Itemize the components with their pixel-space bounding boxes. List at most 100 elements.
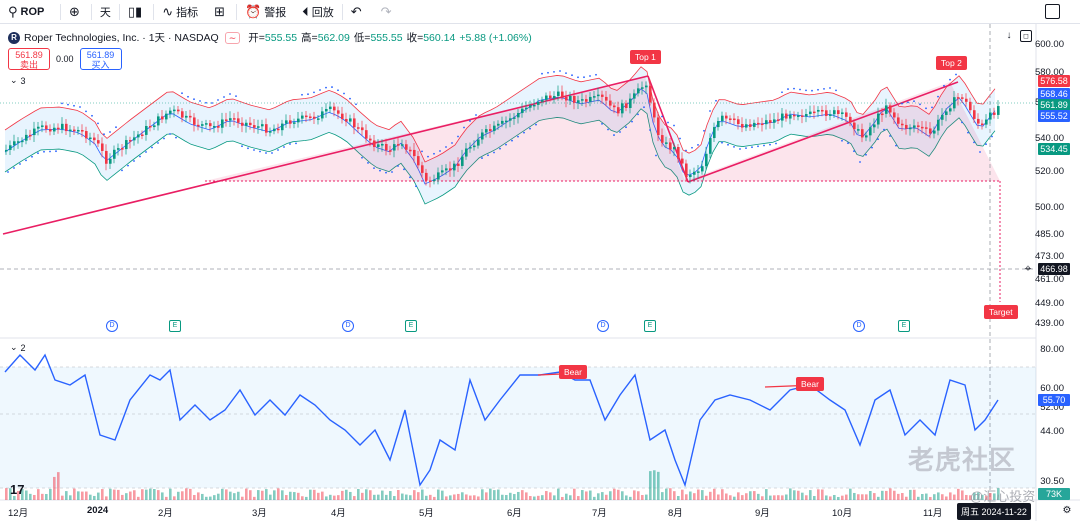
chart-type-button[interactable]: ▯▮ <box>120 0 153 24</box>
indicators-button[interactable]: ∿ 指标 <box>154 0 206 24</box>
sar-dot <box>163 137 165 140</box>
layouts-button[interactable]: ⊞ <box>206 0 236 24</box>
volume-bar <box>321 491 324 500</box>
sar-dot <box>301 93 303 96</box>
indicators-toggle[interactable]: ⌄ 3 <box>10 75 26 86</box>
dividend-event-icon[interactable]: D <box>597 320 609 332</box>
candle-body <box>817 109 820 112</box>
target-label[interactable]: Target <box>984 305 1018 319</box>
time-axis-label: 3月 <box>252 508 267 519</box>
volume-bar <box>809 490 812 500</box>
candle-body <box>237 118 240 123</box>
volume-bar <box>177 491 180 500</box>
earnings-event-icon[interactable]: E <box>644 320 656 332</box>
legend-toggle-button[interactable]: ∼ <box>224 31 241 44</box>
candle-body <box>265 124 268 133</box>
fullscreen-button[interactable] <box>1045 4 1060 19</box>
low-label: 低= <box>353 32 371 44</box>
undo-button[interactable]: ↶ <box>343 0 373 24</box>
volume-bar <box>777 495 780 500</box>
sar-dot <box>949 78 951 81</box>
dividend-event-icon[interactable]: D <box>106 320 118 332</box>
candle-body <box>893 112 896 118</box>
search-icon: ⚲ <box>8 3 18 19</box>
top2-label[interactable]: Top 2 <box>936 56 967 70</box>
candle-body <box>485 129 488 133</box>
volume-bar <box>429 494 432 500</box>
candle-body <box>813 111 816 114</box>
volume-bar <box>353 496 356 500</box>
settings-gear-icon[interactable]: ⚙ <box>1062 505 1072 516</box>
sar-dot <box>481 157 483 159</box>
volume-bar <box>445 496 448 500</box>
volume-bar <box>105 496 108 500</box>
sar-dot <box>703 129 705 132</box>
candle-body <box>21 140 24 143</box>
candle-body <box>157 116 160 126</box>
time-axis-label: 8月 <box>668 508 683 519</box>
compare-button[interactable]: ⊕ <box>61 0 91 24</box>
earnings-event-icon[interactable]: E <box>898 320 910 332</box>
symbol-logo: R <box>8 31 20 44</box>
symbol-search[interactable]: ⚲ ROP <box>0 0 60 24</box>
high-label: 高= <box>301 32 318 44</box>
volume-bar <box>909 489 912 500</box>
replay-button[interactable]: ⏴ 回放 <box>294 0 342 24</box>
candle-body <box>621 103 624 114</box>
redo-button[interactable]: ↷ <box>373 0 403 24</box>
volume-tag: 73K <box>1038 488 1070 500</box>
candle-body <box>409 149 412 152</box>
sar-dot <box>787 88 789 90</box>
volume-bar <box>257 490 260 500</box>
pane-indicators-toggle[interactable]: ⌄ 2 <box>10 342 26 353</box>
volume-bar <box>233 493 236 500</box>
bear-label[interactable]: Bear <box>559 365 587 379</box>
candle-body <box>253 125 256 128</box>
interval-button[interactable]: 天 <box>99 6 111 19</box>
volume-bar <box>833 494 836 500</box>
sar-dot <box>745 147 747 149</box>
earnings-event-icon[interactable]: E <box>405 320 417 332</box>
volume-bar <box>49 488 52 500</box>
price-chart[interactable] <box>0 24 1080 521</box>
volume-bar <box>673 491 676 500</box>
volume-bar <box>993 493 996 500</box>
candle-body <box>389 150 392 152</box>
candle-body <box>801 115 804 117</box>
candle-body <box>533 104 536 107</box>
volume-bar <box>281 490 284 500</box>
volume-bar <box>313 489 316 500</box>
scroll-down-icon[interactable]: ↓ <box>1006 30 1012 41</box>
candle-body <box>673 146 676 150</box>
bear-label[interactable]: Bear <box>796 377 824 391</box>
sar-dot <box>529 127 531 130</box>
candle-body <box>425 172 428 181</box>
buy-button[interactable]: 561.89 买入 <box>79 48 122 70</box>
alert-button[interactable]: ⏰ 警报 <box>237 0 294 24</box>
volume-bar <box>357 488 360 500</box>
volume-bar <box>373 494 376 500</box>
candle-body <box>881 113 884 116</box>
candle-body <box>769 120 772 123</box>
volume-bar <box>161 492 164 500</box>
buy-price: 561.89 <box>86 50 115 60</box>
candle-body <box>797 115 800 117</box>
candle-body <box>697 171 700 173</box>
candle-body <box>793 114 796 117</box>
volume-bar <box>57 472 60 500</box>
restore-icon[interactable]: ◻ <box>1020 30 1032 42</box>
sell-button[interactable]: 561.89 卖出 <box>8 48 50 70</box>
dividend-event-icon[interactable]: D <box>853 320 865 332</box>
top1-label[interactable]: Top 1 <box>630 50 661 64</box>
candle-body <box>421 165 424 173</box>
dividend-event-icon[interactable]: D <box>342 320 354 332</box>
volume-bar <box>269 494 272 500</box>
candle-body <box>285 120 288 124</box>
candle-body <box>281 123 284 131</box>
volume-bar <box>645 494 648 500</box>
sar-dot <box>559 70 561 72</box>
volume-bar <box>249 490 252 500</box>
crosshair-icon[interactable]: ⌖ <box>1024 261 1032 275</box>
sell-label: 卖出 <box>19 60 38 70</box>
earnings-event-icon[interactable]: E <box>169 320 181 332</box>
